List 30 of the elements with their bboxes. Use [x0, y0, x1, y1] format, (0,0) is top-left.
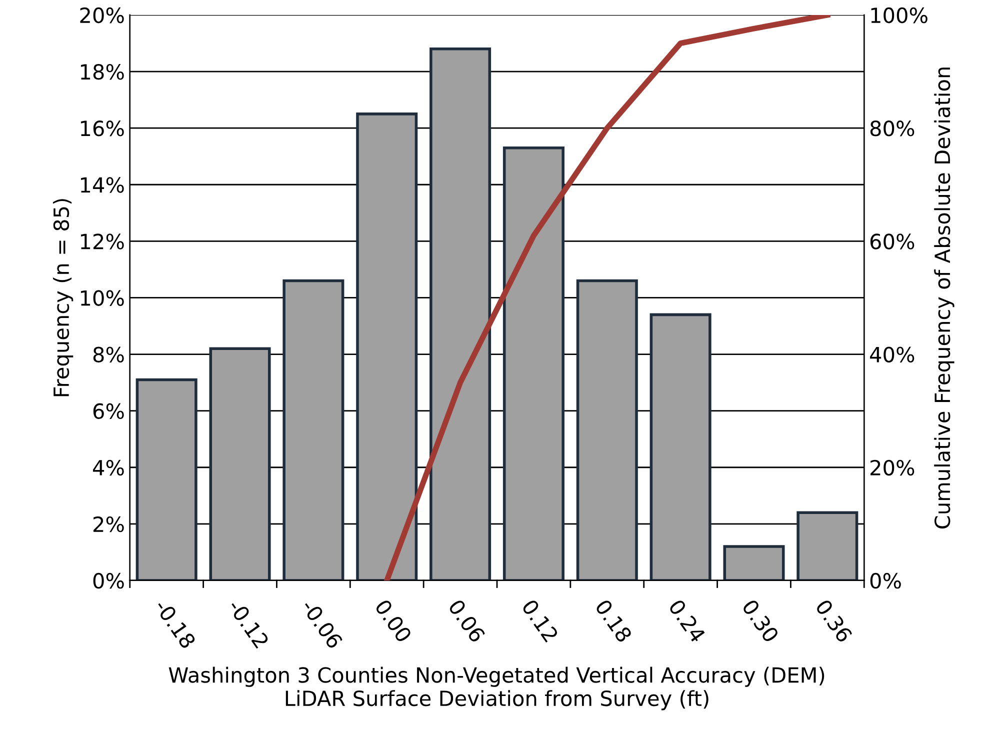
y-tick-label: 0%: [93, 572, 124, 589]
bar: [576, 279, 638, 580]
y-tick-label: 2%: [93, 516, 124, 532]
y2-tick-label: 80%: [870, 120, 914, 136]
bar: [430, 48, 492, 580]
y2-axis-title: Cumulative Frequency of Absolute Deviation: [934, 68, 954, 528]
y-tick-label: 20%: [80, 7, 124, 24]
y-tick-label: 10%: [80, 290, 124, 306]
y-tick-label: 18%: [80, 64, 124, 80]
y2-tick-label: 20%: [870, 460, 914, 476]
y2-tick-label: 60%: [870, 234, 914, 250]
x-axis-title: Washington 3 Counties Non-Vegetated Vertical Accuracy (DEM) LiDAR Surface Deviation from Survey (ft): [168, 666, 824, 710]
y2-tick-label: 0%: [870, 572, 901, 589]
y-tick-label: 6%: [93, 403, 124, 420]
bar: [209, 347, 271, 580]
y-axis-title: Frequency (n = 85): [53, 199, 74, 396]
bar: [502, 146, 564, 580]
bar: [356, 112, 418, 580]
y-tick-label: 14%: [80, 177, 124, 193]
bar: [796, 511, 858, 580]
y-tick-label: 12%: [80, 234, 124, 250]
y-tick-label: 4%: [92, 460, 124, 476]
y2-tick-label: 40%: [870, 346, 914, 362]
bar: [282, 279, 344, 580]
bar: [136, 378, 198, 580]
bar: [650, 313, 712, 580]
y-tick-label: 8%: [93, 346, 124, 362]
bar: [723, 545, 785, 580]
y-tick-label: 16%: [80, 120, 124, 136]
y2-tick-label: 100%: [871, 7, 928, 24]
